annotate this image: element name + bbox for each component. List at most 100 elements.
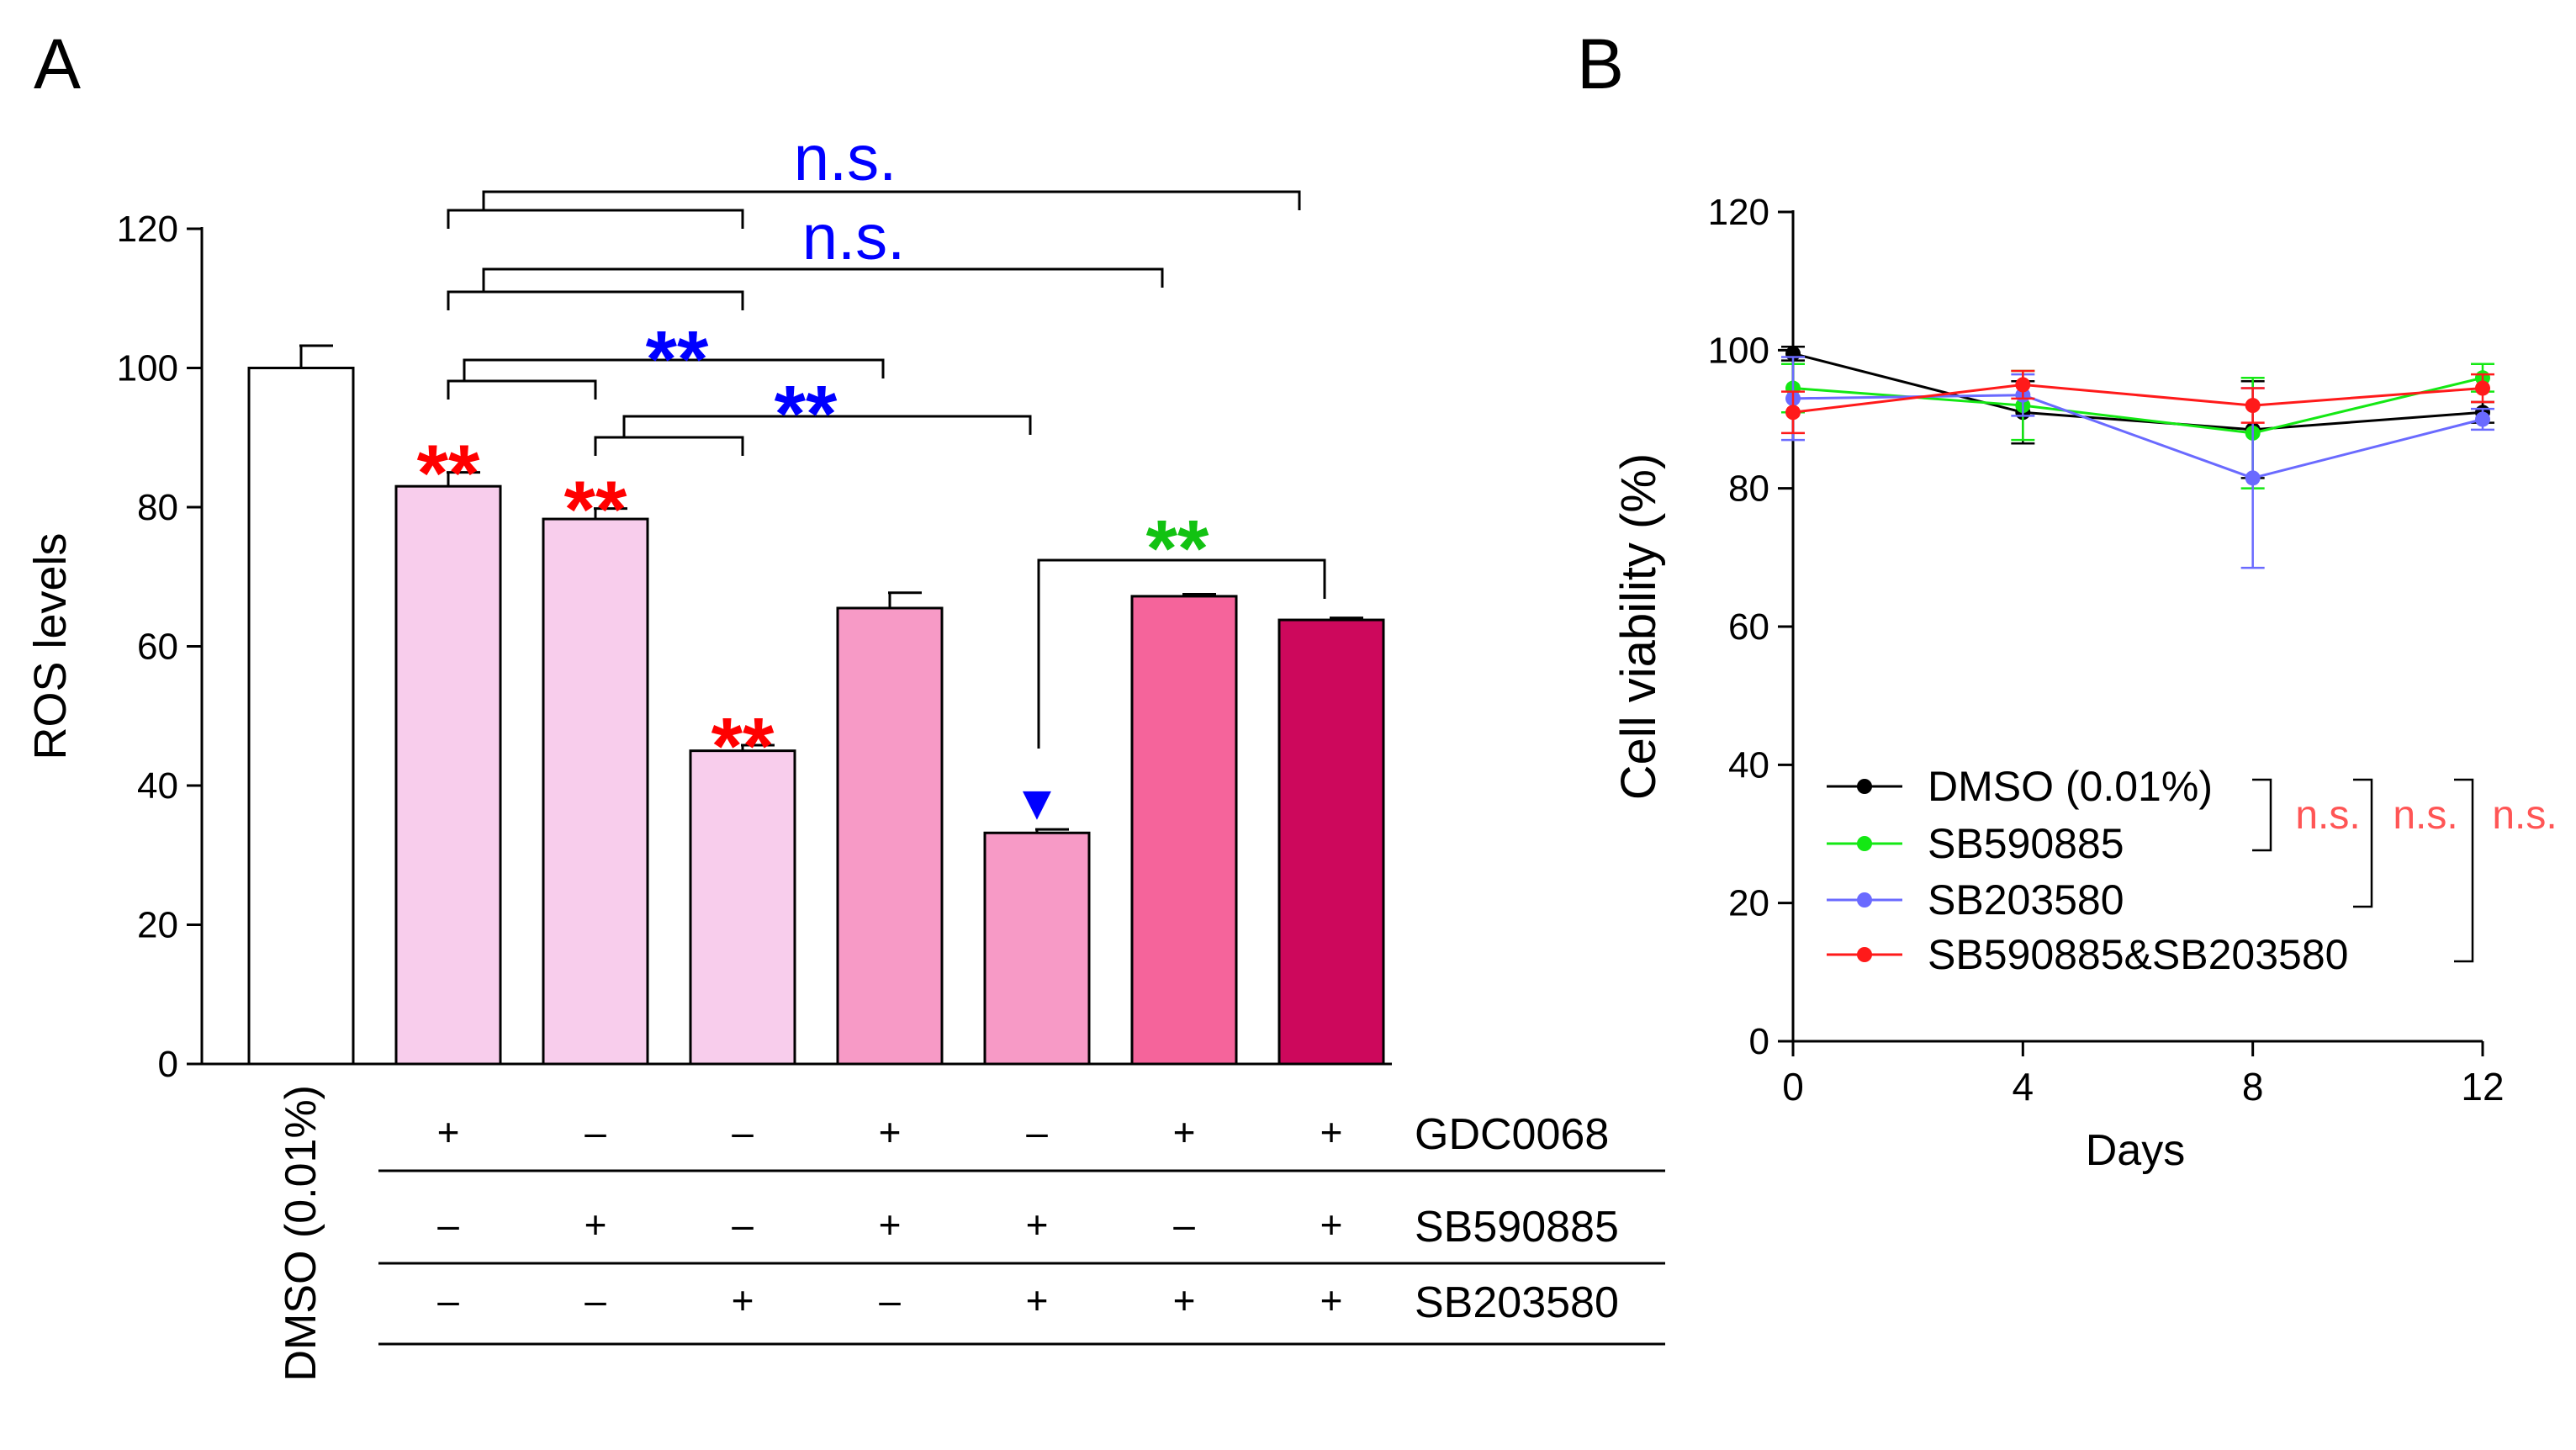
treatment-sign: – [732, 1203, 754, 1246]
significance-stars: ** [417, 429, 480, 519]
y-tick-label: 60 [137, 627, 178, 668]
treatment-sign: – [584, 1110, 606, 1154]
legend-label: DMSO (0.01%) [1928, 763, 2213, 810]
bar [394, 484, 502, 1066]
series-point [2245, 470, 2261, 486]
legend-significance-label: n.s. [2295, 793, 2360, 838]
series-point [1785, 405, 1801, 421]
treatment-sign: – [879, 1278, 901, 1322]
y-tick-label: 40 [137, 765, 178, 807]
comparison-bracket [1037, 558, 1326, 749]
treatment-sign: + [1026, 1203, 1049, 1246]
comparison-label: n.s. [794, 123, 897, 194]
comparison-bracket-group [447, 379, 597, 400]
comparison-label: n.s. [802, 202, 906, 273]
y-tick-label: 100 [1708, 330, 1769, 371]
series-line [1792, 352, 2483, 431]
treatment-sign: + [879, 1110, 902, 1154]
series-point [2475, 380, 2490, 396]
y-axis-title: Cell viability (%) [1611, 453, 1666, 801]
legend-label: SB203580 [1928, 876, 2124, 923]
bar [689, 749, 796, 1066]
panel-label-a: A [34, 24, 81, 103]
treatment-sign: + [1173, 1278, 1196, 1322]
comparison-bracket [463, 358, 885, 381]
y-tick-label: 120 [117, 209, 178, 250]
panel-label-b: B [1577, 24, 1624, 103]
treatment-sign: – [1026, 1110, 1048, 1154]
y-tick-label: 120 [1708, 192, 1769, 233]
comparison-bracket [482, 190, 1301, 210]
series-line [1792, 383, 2483, 414]
x-tick-label: 12 [2461, 1065, 2504, 1109]
comparison-bracket-group [594, 436, 744, 456]
treatment-sign: + [1320, 1203, 1343, 1246]
bar [983, 831, 1091, 1066]
arrowhead-marker: ▼ [1013, 775, 1061, 830]
dmso-category-label: DMSO (0.01%) [277, 1085, 325, 1382]
x-tick-label: 4 [2013, 1065, 2034, 1109]
treatment-sign: + [879, 1203, 902, 1246]
x-tick-label: 0 [1782, 1065, 1804, 1109]
treatment-sign: – [584, 1278, 606, 1322]
y-tick-label: 0 [158, 1044, 178, 1085]
legend-comparison-bracket [2252, 778, 2272, 852]
legend-swatch-marker [1857, 892, 1872, 908]
series-point [2015, 377, 2031, 393]
bar [247, 367, 355, 1066]
legend-swatch-marker [1857, 947, 1872, 962]
y-tick-label: 60 [1728, 606, 1769, 648]
y-tick-label: 0 [1749, 1021, 1769, 1062]
comparison-bracket [482, 267, 1164, 292]
bar [1277, 618, 1385, 1066]
y-tick-label: 80 [137, 487, 178, 528]
legend-comparison-bracket [2353, 778, 2373, 908]
comparison-label: ** [775, 369, 838, 459]
treatment-sign: + [437, 1110, 460, 1154]
x-tick-label: 8 [2242, 1065, 2264, 1109]
treatment-row-label: SB203580 [1415, 1278, 1619, 1327]
treatment-sign: – [437, 1203, 459, 1246]
legend-significance-label: n.s. [2393, 793, 2457, 838]
treatment-sign: + [1320, 1110, 1343, 1154]
series-point [2475, 411, 2490, 427]
legend-swatch-marker [1857, 836, 1872, 851]
y-tick-label: 40 [1728, 744, 1769, 786]
legend-label: SB590885 [1928, 820, 2124, 867]
legend-swatch-marker [1857, 779, 1872, 794]
series-line [1792, 376, 2483, 435]
bar [836, 606, 944, 1066]
y-tick-label: 100 [117, 348, 178, 389]
legend-label: SB590885&SB203580 [1928, 931, 2348, 978]
significance-stars: ** [564, 465, 627, 555]
treatment-sign: + [1026, 1278, 1049, 1322]
legend-significance-label: n.s. [2492, 793, 2557, 838]
comparison-bracket-group [447, 290, 744, 310]
treatment-sign: – [732, 1110, 754, 1154]
treatment-sign: + [732, 1278, 754, 1322]
x-axis-title: Days [2086, 1126, 2185, 1175]
y-tick-label: 80 [1728, 468, 1769, 510]
treatment-row-label: SB590885 [1415, 1203, 1619, 1252]
treatment-sign: – [1173, 1203, 1195, 1246]
y-tick-label: 20 [137, 905, 178, 946]
bar [1130, 595, 1238, 1066]
treatment-sign: + [584, 1203, 607, 1246]
treatment-sign: – [437, 1278, 459, 1322]
chart-b-cell-viability: 0 20 40 60 80 100 120 0 4 8 12 Days Cell viability (… [1611, 192, 2557, 1175]
treatment-sign: + [1173, 1110, 1196, 1154]
treatment-row-label: GDC0068 [1415, 1110, 1609, 1159]
comparison-label: ** [646, 315, 709, 405]
y-tick-label: 20 [1728, 883, 1769, 924]
significance-stars: ** [711, 701, 775, 791]
treatment-sign: + [1320, 1278, 1343, 1322]
bar [542, 517, 649, 1066]
comparison-bracket [622, 415, 1032, 437]
series-line [1792, 394, 2483, 479]
y-axis-title: ROS levels [25, 532, 76, 759]
comparison-label: ** [1146, 504, 1209, 594]
legend-comparison-bracket [2454, 778, 2474, 963]
series-point [2245, 398, 2261, 414]
